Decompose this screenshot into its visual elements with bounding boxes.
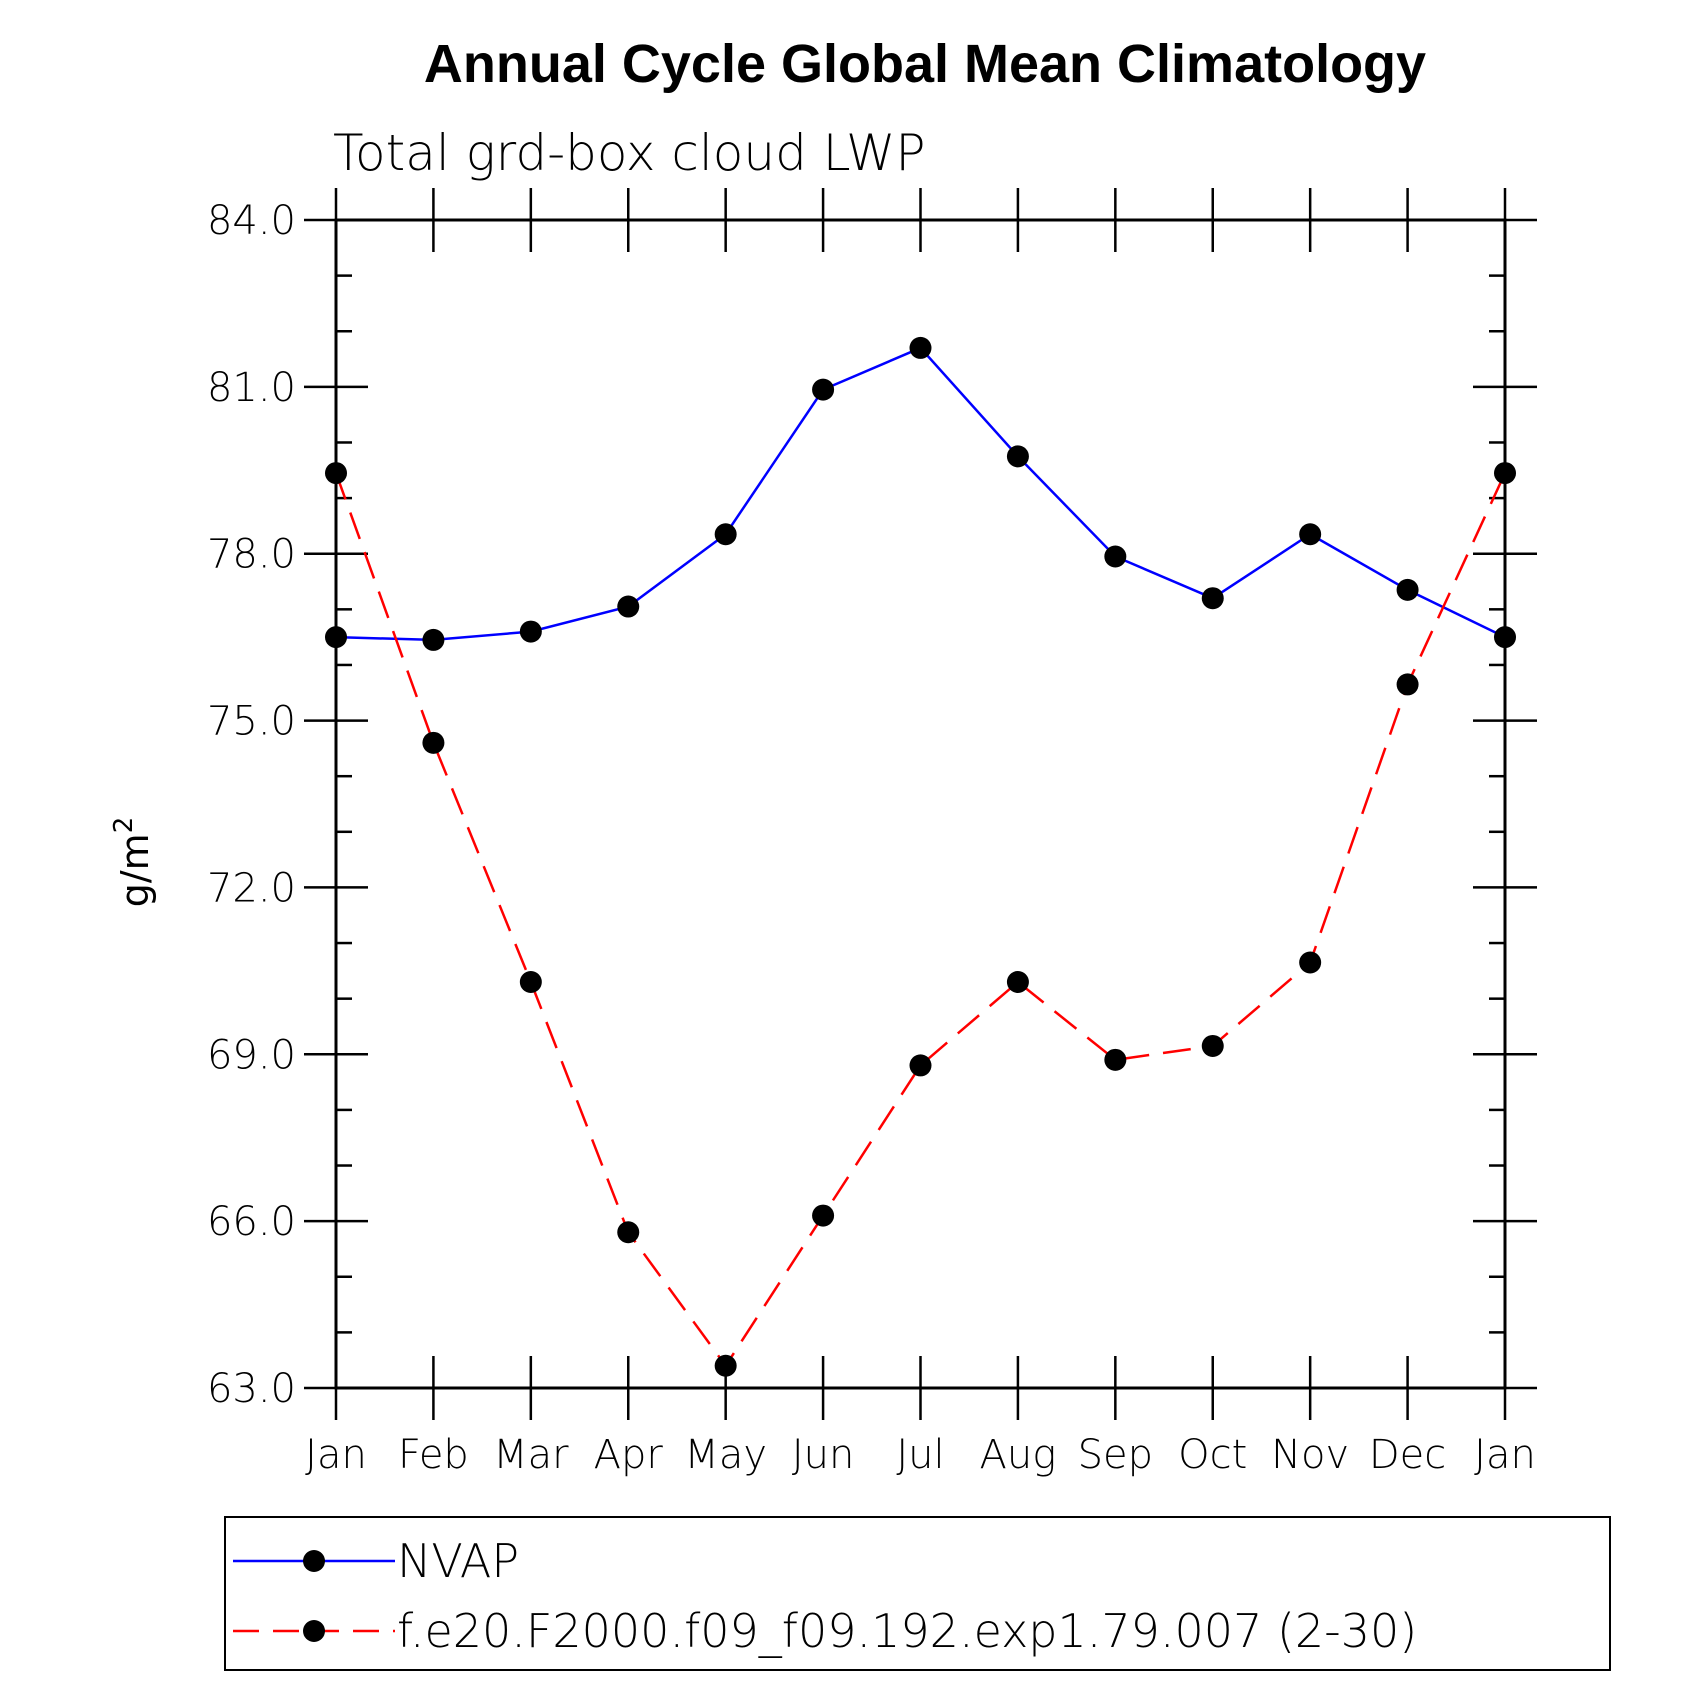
data-point (1299, 523, 1322, 546)
series-layer (325, 336, 1516, 1377)
data-point (1006, 445, 1029, 468)
legend-entry: f.e20.F2000.f09_f09.192.exp1.79.007 (2-3… (233, 1604, 1417, 1658)
data-point (1201, 1034, 1224, 1057)
y-tick-label: 81.0 (207, 365, 296, 411)
y-tick-label: 75.0 (207, 699, 296, 745)
x-tick-label: Aug (980, 1432, 1057, 1478)
x-tick-label: Jun (792, 1432, 855, 1478)
plot-frame (334, 218, 1507, 1390)
x-axis-tick-labels: Jan Feb Mar Apr May Jun Jul Aug Sep Oct Nov Dec Jan (305, 1432, 1536, 1478)
y-axis-label-superscript: 2 (109, 817, 139, 834)
data-point (1299, 951, 1322, 974)
x-tick-label: Mar (493, 1432, 569, 1478)
y-tick-label: 78.0 (207, 532, 296, 578)
x-tick-label: Jul (896, 1432, 944, 1478)
x-tick-label: Feb (398, 1432, 469, 1478)
data-point (714, 523, 737, 546)
legend-entry: NVAP (233, 1534, 519, 1588)
data-point (812, 1204, 835, 1227)
data-point (617, 595, 640, 618)
y-tick-label: 84.0 (207, 198, 296, 244)
legend-marker (303, 1620, 325, 1642)
chart-subtitle: Total grd-box cloud LWP (333, 124, 926, 182)
series-line (335, 346, 1506, 642)
x-tick-label: Oct (1178, 1432, 1247, 1478)
data-point (714, 1354, 737, 1377)
legend-label: f.e20.F2000.f09_f09.192.exp1.79.007 (2-3… (397, 1604, 1417, 1658)
y-tick-label: 63.0 (207, 1366, 296, 1412)
svg-text:g/m2: g/m2 (109, 817, 157, 908)
plot-border (334, 218, 1507, 1390)
y-axis-ticks (304, 218, 1537, 1390)
legend-label: NVAP (397, 1534, 519, 1588)
series-line (334, 472, 1507, 1368)
data-point (1396, 673, 1419, 696)
x-tick-label: Jan (1474, 1432, 1536, 1478)
x-tick-label: Dec (1369, 1432, 1446, 1478)
data-point (325, 462, 347, 485)
y-axis-label-text: g/m (113, 833, 157, 907)
data-point (812, 378, 835, 401)
series-model (325, 462, 1516, 1377)
series-nvap (325, 336, 1516, 651)
y-tick-label: 69.0 (207, 1032, 296, 1078)
y-tick-label: 66.0 (207, 1199, 296, 1245)
data-point (909, 336, 932, 359)
x-tick-label: May (684, 1432, 767, 1478)
y-tick-label: 72.0 (207, 865, 296, 911)
x-axis-ticks (334, 188, 1507, 1420)
legend-marker (303, 1550, 325, 1572)
legend-box (224, 1516, 1611, 1671)
data-point (519, 620, 542, 643)
data-point (1396, 578, 1419, 601)
y-axis-tick-labels: 84.0 81.0 78.0 75.0 72.0 69.0 66.0 63.0 (207, 198, 296, 1412)
data-point (422, 731, 445, 754)
data-point (519, 970, 542, 993)
data-point (1104, 545, 1127, 568)
data-point (422, 628, 445, 651)
x-tick-label: Jan (305, 1432, 367, 1478)
data-point (325, 626, 347, 649)
x-tick-label: Apr (594, 1432, 664, 1478)
data-point (1104, 1048, 1127, 1071)
data-point (1494, 462, 1516, 485)
y-axis-label: g/m2 (109, 817, 157, 908)
chart-title: Annual Cycle Global Mean Climatology (424, 34, 1426, 94)
x-tick-label: Sep (1078, 1432, 1153, 1478)
legend: NVAP f.e20.F2000.f09_f09.192.exp1.79.007 … (224, 1516, 1611, 1671)
data-point (1006, 970, 1029, 993)
data-point (909, 1054, 932, 1077)
data-point (1494, 626, 1516, 649)
data-point (1201, 587, 1224, 610)
x-tick-label: Nov (1271, 1432, 1349, 1478)
data-point (617, 1221, 640, 1244)
